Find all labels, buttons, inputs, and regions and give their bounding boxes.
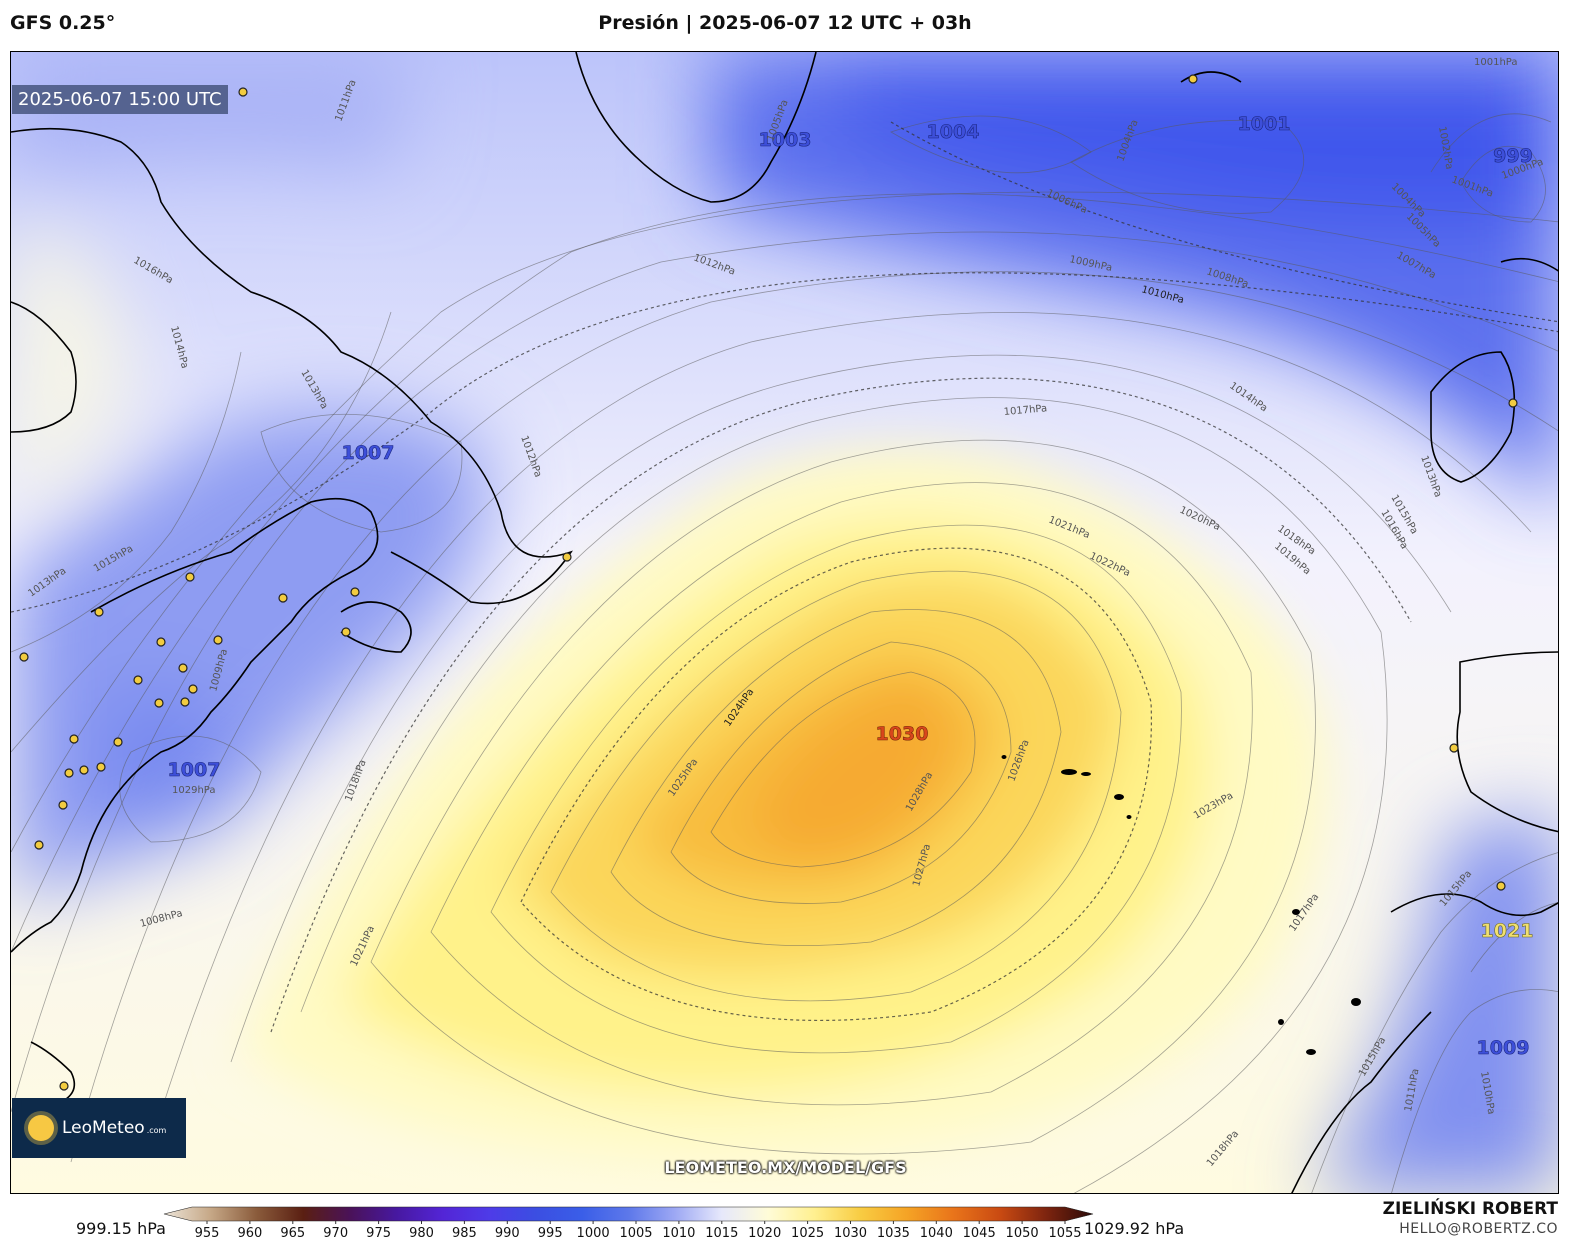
- colorbar-tick-label: 975: [366, 1226, 391, 1241]
- model-name: GFS 0.25°: [10, 12, 116, 34]
- islands: [1001, 755, 1361, 1055]
- logo-domain: .com: [146, 1126, 167, 1135]
- colorbar-tick-label: 1040: [920, 1226, 953, 1241]
- colorbar-tick-label: 995: [538, 1226, 563, 1241]
- center-1003: 1003: [759, 129, 812, 151]
- center-1007-north: 1007: [342, 442, 395, 464]
- logo-name: LeoMeteo: [62, 1118, 145, 1138]
- colorbar-tick-label: 1045: [963, 1226, 996, 1241]
- center-1001: 1001: [1238, 113, 1291, 135]
- isobar-label: 1017hPa: [1003, 403, 1047, 418]
- colorbar-tick-label: 1020: [748, 1226, 781, 1241]
- colorbar-tick-label: 970: [323, 1226, 348, 1241]
- colorbar-tick-label: 1005: [619, 1226, 652, 1241]
- colorbar-tick-label: 990: [495, 1226, 520, 1241]
- author-name: ZIELIŃSKI ROBERT: [1382, 1199, 1558, 1219]
- center-1004: 1004: [927, 121, 980, 143]
- colorbar-tick-label: 955: [195, 1226, 220, 1241]
- map-title: Presión | 2025-06-07 12 UTC + 03h: [598, 12, 972, 34]
- center-1021: 1021: [1481, 920, 1534, 942]
- colorbar-tick-label: 1025: [791, 1226, 824, 1241]
- colorbar-tick-label: 960: [237, 1226, 262, 1241]
- author-email[interactable]: HELLO@ROBERTZ.CO: [1399, 1221, 1558, 1237]
- colorbar-tick-label: 965: [280, 1226, 305, 1241]
- colorbar-tick-label: 1035: [877, 1226, 910, 1241]
- pressure-center-labels: 1030 1021 1003 1004 1001 999 1007 1007 1…: [167, 113, 1534, 1060]
- colorbar-min-label: 999.15 hPa: [76, 1219, 166, 1238]
- colorbar-tick-label: 1000: [577, 1226, 610, 1241]
- colorbar: 955 960 965 970 975 980 985 990 995 1000 1005 1010 1…: [163, 1206, 1094, 1241]
- colorbar-scale: [163, 1206, 1094, 1222]
- isobar-label: 1001hPa: [1474, 57, 1518, 68]
- colorbar-max-label: 1029.92 hPa: [1084, 1219, 1185, 1238]
- pressure-map[interactable]: 1030 1021 1003 1004 1001 999 1007 1007 1…: [10, 51, 1559, 1194]
- center-1030: 1030: [876, 723, 929, 745]
- center-1009: 1009: [1477, 1037, 1530, 1059]
- colorbar-tick-label: 1015: [705, 1226, 738, 1241]
- isobar-label: 1029hPa: [172, 785, 216, 796]
- colorbar-tick-label: 1055: [1048, 1226, 1081, 1241]
- valid-time-label: 2025-06-07 15:00 UTC: [12, 85, 228, 114]
- isobar-dashed: [11, 121, 1558, 1033]
- center-1007-south: 1007: [168, 759, 221, 781]
- high-pressure-shading: [241, 447, 1329, 1162]
- colorbar-tick-label: 1010: [662, 1226, 695, 1241]
- source-url[interactable]: LEOMETEO.MX/MODEL/GFS: [664, 1158, 907, 1177]
- colorbar-tick-label: 980: [409, 1226, 434, 1241]
- colorbar-tick-label: 1050: [1006, 1226, 1039, 1241]
- center-999: 999: [1493, 145, 1533, 167]
- city-markers: [19, 74, 1518, 1091]
- colorbar-tick-label: 985: [452, 1226, 477, 1241]
- colorbar-tick-label: 1030: [834, 1226, 867, 1241]
- sun-icon: [28, 1115, 54, 1141]
- isobar-lines: [11, 113, 1558, 1193]
- leometeo-logo[interactable]: LeoMeteo .com: [12, 1098, 186, 1158]
- pressure-field: 1030 1021 1003 1004 1001 999 1007 1007 1…: [11, 52, 1558, 1193]
